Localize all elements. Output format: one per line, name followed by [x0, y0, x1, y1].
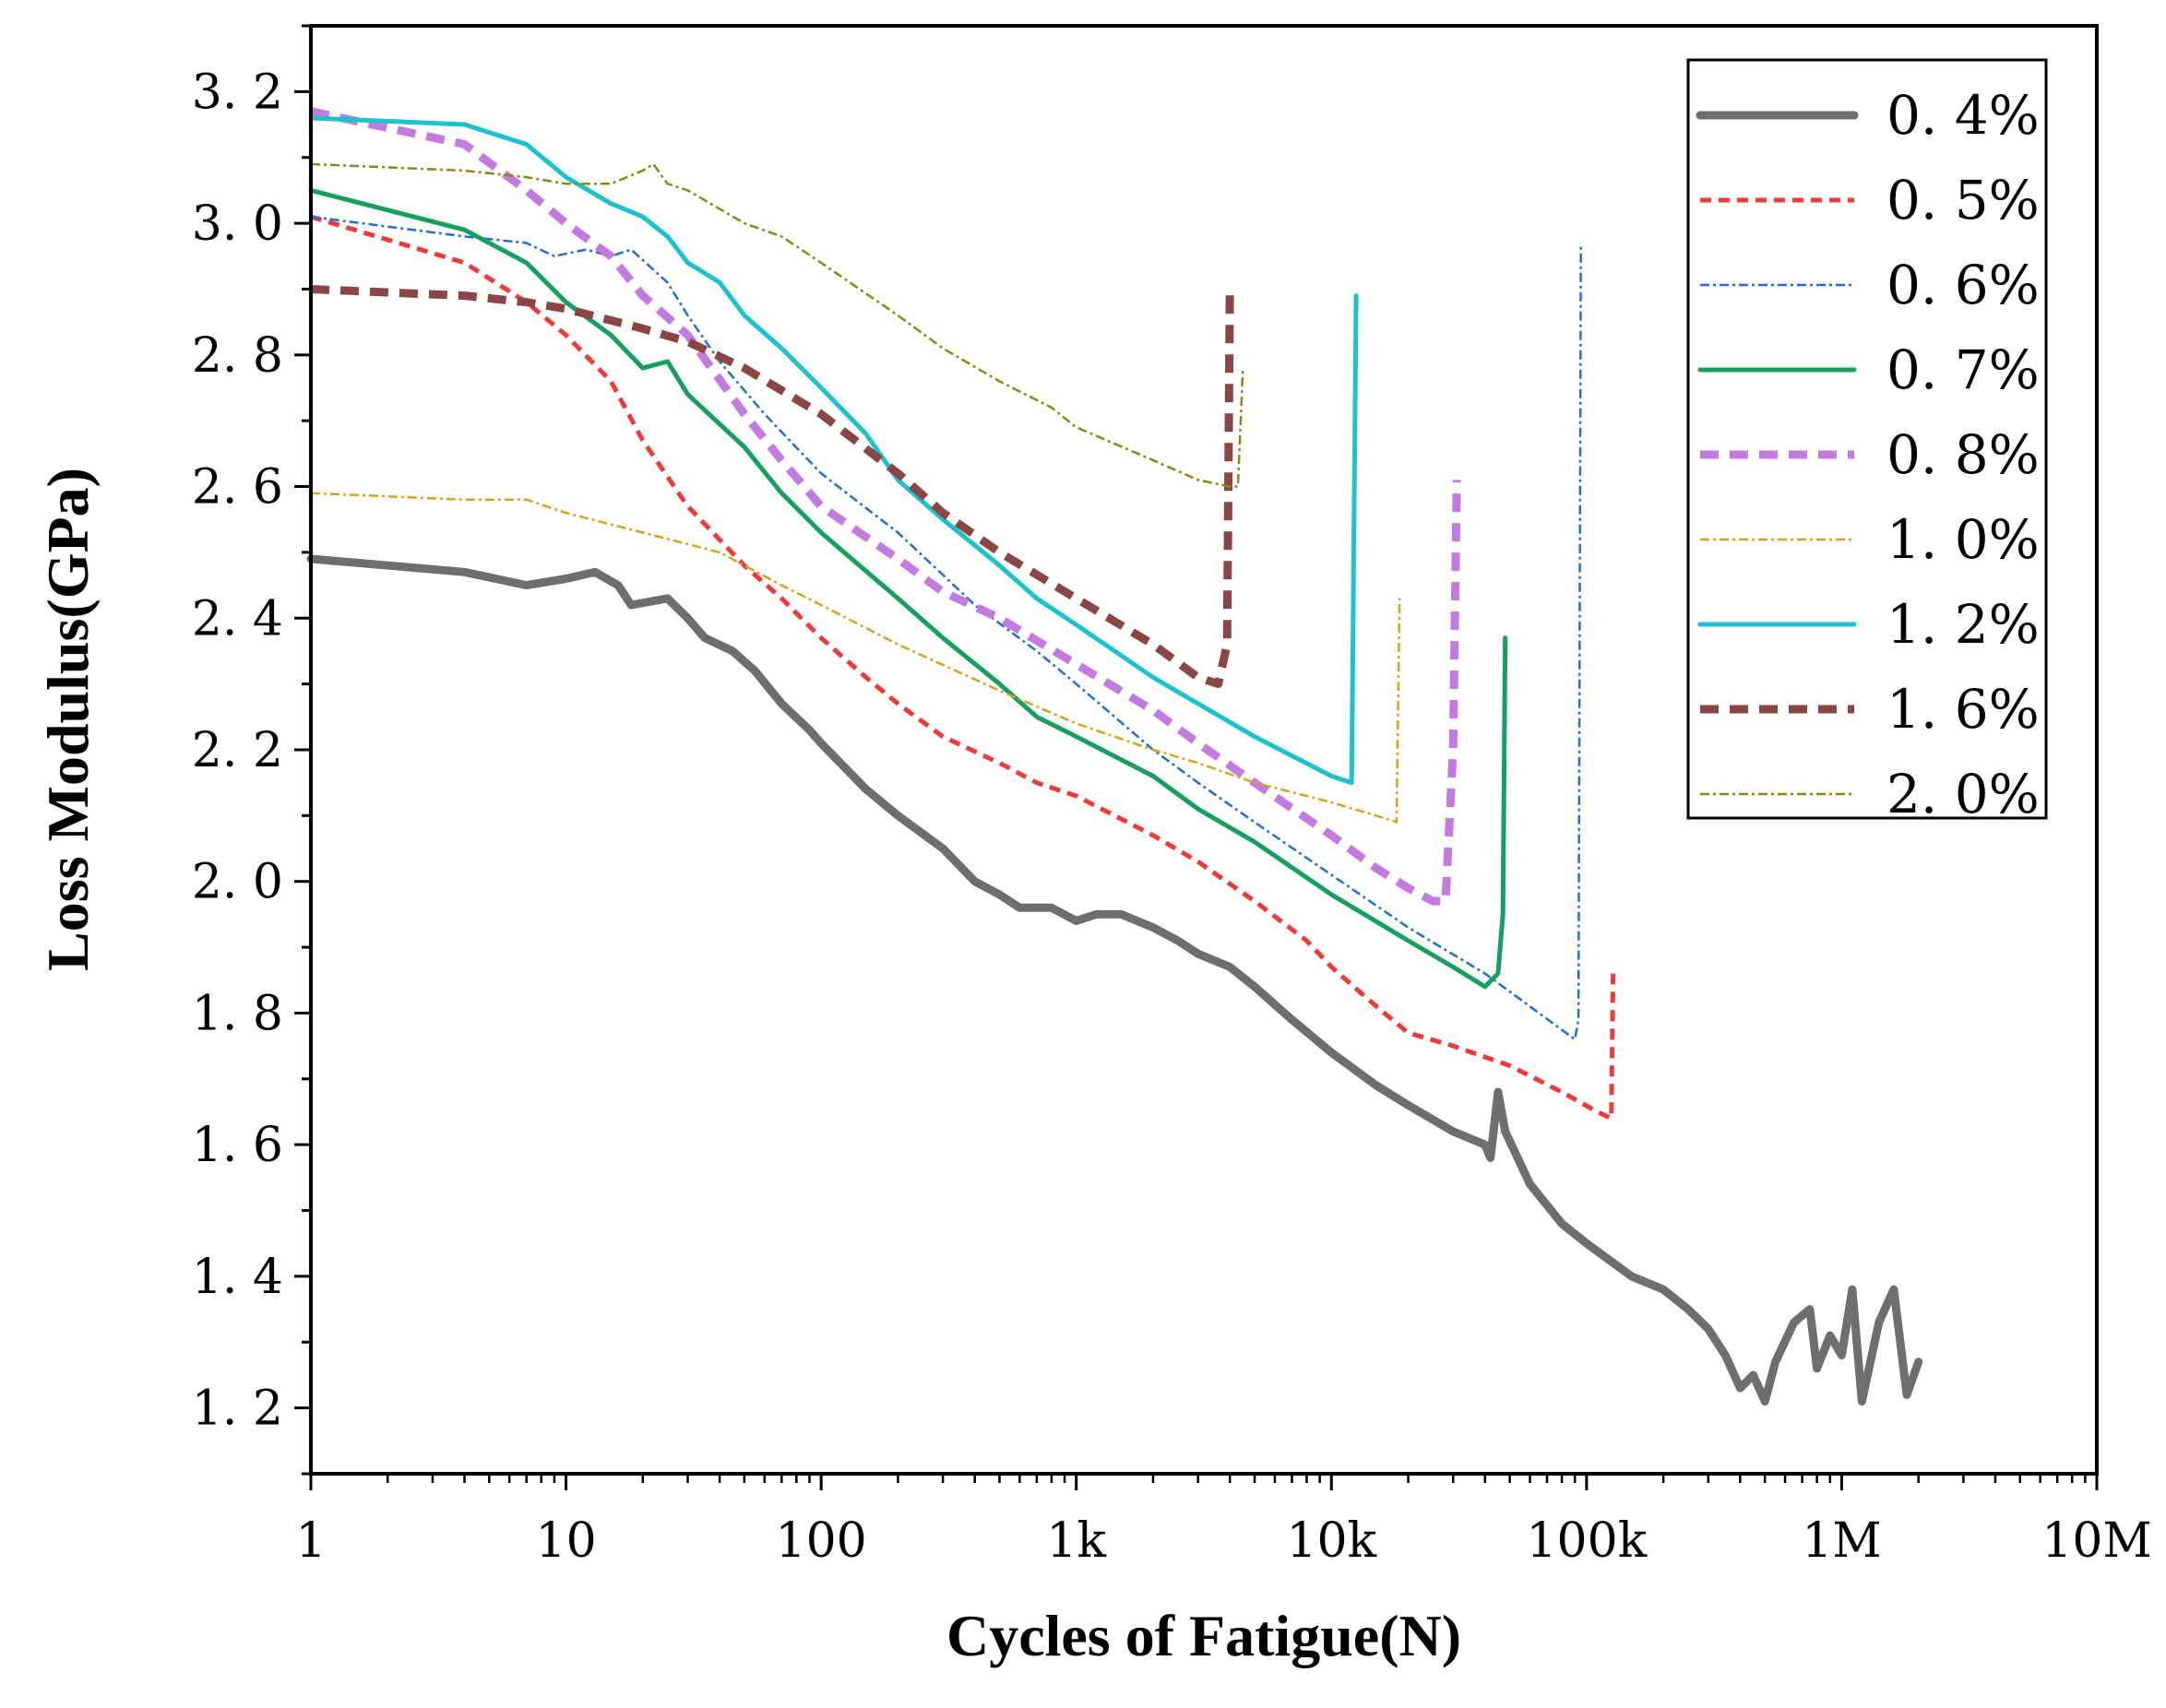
x-tick-label: 10k: [1286, 1513, 1376, 1569]
y-tick-label: 1. 2: [192, 1382, 283, 1437]
x-tick-label: 100: [776, 1513, 867, 1569]
y-tick-label: 2. 6: [192, 460, 283, 516]
y-tick-label: 1. 8: [192, 986, 283, 1041]
y-tick-label: 2. 2: [192, 723, 283, 778]
legend-label: 0. 6%: [1886, 254, 2040, 316]
x-tick-label: 100k: [1526, 1513, 1647, 1569]
x-tick-label: 1k: [1046, 1513, 1106, 1569]
x-axis-title: Cycles of Fatigue(N): [946, 1603, 1461, 1668]
y-tick-label: 2. 4: [192, 591, 283, 646]
y-tick-label: 3. 2: [192, 65, 283, 120]
legend-label: 0. 5%: [1886, 169, 2040, 231]
series-line: [310, 492, 1401, 824]
series-line: [310, 162, 1244, 488]
legend-label: 0. 4%: [1886, 84, 2040, 147]
x-tick-label: 10M: [2041, 1513, 2151, 1569]
y-tick-label: 1. 4: [192, 1250, 283, 1305]
x-tick-label: 1M: [1802, 1513, 1881, 1569]
series-line: [310, 215, 1582, 1041]
series-line: [310, 285, 1234, 689]
y-tick-label: 3. 0: [192, 196, 283, 252]
legend-label: 1. 0%: [1886, 508, 2040, 571]
legend-label: 0. 8%: [1886, 423, 2040, 486]
series-line: [308, 187, 1508, 990]
series-layer: [306, 107, 1923, 1406]
legend-label: 1. 2%: [1886, 593, 2040, 656]
legend-box: [1686, 58, 2048, 820]
y-axis-title: Loss Modulus(GPa): [35, 468, 101, 971]
legend-label: 0. 7%: [1886, 338, 2040, 401]
legend-label: 1. 6%: [1886, 678, 2040, 741]
y-tick-label: 2. 8: [192, 328, 283, 384]
series-line: [310, 107, 1461, 906]
y-tick-label: 1. 6: [192, 1118, 283, 1173]
x-tick-label: 1: [295, 1513, 326, 1569]
y-axis: 1. 2 1. 4 1. 6 1. 8 2. 0 2. 2 2. 4 2. 6 2. 8 3. 0…: [192, 24, 311, 1476]
x-tick-label: 10: [535, 1513, 596, 1569]
series-line: [308, 115, 1359, 786]
legend-label: 2. 0%: [1886, 763, 2040, 825]
x-axis: 1 10 100 1k 10k 100k 1M 10M: [295, 1474, 2152, 1569]
series-line: [310, 214, 1616, 1121]
y-tick-label: 2. 0: [192, 855, 283, 910]
series-line: [306, 554, 1923, 1406]
legend: 0. 4% 0. 5% 0. 6% 0. 7% 0. 8% 1. 0% 1. 2% 1. 6%…: [1686, 58, 2048, 825]
